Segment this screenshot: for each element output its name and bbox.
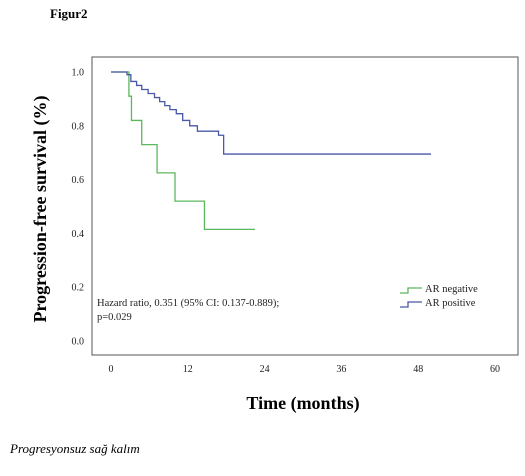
y-tick-label: 0.4 <box>72 229 85 240</box>
x-tick-label: 36 <box>336 364 346 375</box>
x-tick-label: 24 <box>260 364 270 375</box>
figure-caption: Progresyonsuz sağ kalım <box>10 441 140 456</box>
x-tick-label: 48 <box>413 364 423 375</box>
x-ticks: 0 12 24 36 48 60 <box>109 364 501 375</box>
x-tick-label: 0 <box>109 364 114 375</box>
series-line-ar-negative <box>111 71 255 231</box>
plot-frame <box>91 56 519 356</box>
y-tick-label: 0.0 <box>72 337 85 348</box>
legend-swatch-ar-positive <box>400 301 422 308</box>
y-tick-label: 0.2 <box>72 283 85 294</box>
y-tick-label: 0.8 <box>72 121 85 132</box>
y-axis-label: Progression-free survival (%) <box>30 96 51 323</box>
p-value-annotation: p=0.029 <box>97 312 132 323</box>
hazard-ratio-annotation: Hazard ratio, 0.351 (95% CI: 0.137-0.889… <box>97 298 279 309</box>
y-tick-label: 1.0 <box>72 68 85 79</box>
x-tick-label: 60 <box>490 364 500 375</box>
series-lines <box>111 71 431 231</box>
x-tick-label: 12 <box>183 364 193 375</box>
legend-label-ar-negative: AR negative <box>425 284 478 295</box>
legend: AR negative AR positive <box>400 284 478 309</box>
legend-swatch-ar-negative <box>400 287 422 294</box>
km-chart: 0.0 0.2 0.4 0.6 0.8 1.0 0 12 24 36 48 60 Progressi… <box>30 56 519 414</box>
series-line-ar-positive <box>111 71 431 155</box>
figure-label: Figur2 <box>50 6 88 21</box>
legend-label-ar-positive: AR positive <box>425 298 476 309</box>
x-axis-label: Time (months) <box>246 393 359 414</box>
y-tick-label: 0.6 <box>72 175 85 186</box>
y-ticks: 0.0 0.2 0.4 0.6 0.8 1.0 <box>72 68 85 348</box>
